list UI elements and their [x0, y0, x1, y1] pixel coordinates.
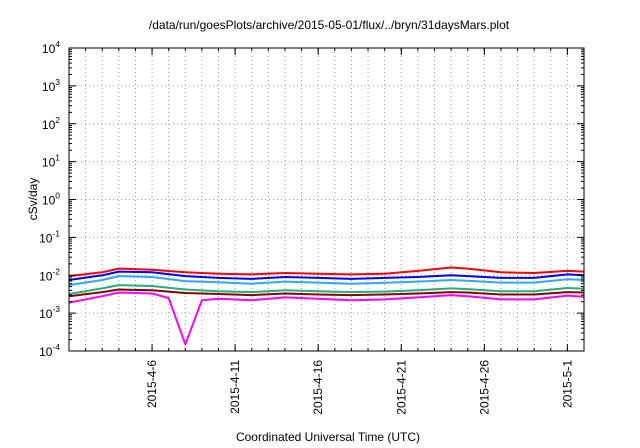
plot-frame — [68, 47, 585, 352]
y-tick-label: 10-1 — [39, 228, 60, 245]
series-group — [68, 266, 585, 346]
y-tick-label: 10-3 — [39, 304, 60, 321]
x-tick-label: 2015-4-6 — [145, 360, 159, 408]
series-line-4 — [68, 284, 585, 295]
x-tick-label: 2015-4-16 — [311, 360, 325, 415]
x-tick-label: 2015-4-26 — [477, 360, 491, 415]
y-axis: 10-4 10-3 10-2 10-1 100 101 102 103 104 — [39, 39, 584, 359]
grid — [69, 48, 584, 351]
chart-title: /data/run/goesPlots/archive/2015-05-01/f… — [149, 18, 510, 32]
series-line-5 — [68, 288, 585, 298]
y-tick-label: 103 — [42, 77, 60, 94]
x-tick-label: 2015-5-1 — [560, 360, 574, 408]
series-line-3 — [68, 275, 585, 287]
y-tick-label: 102 — [42, 115, 60, 132]
x-axis: 2015-4-6 2015-4-11 2015-4-16 2015-4-21 2015-… — [85, 48, 574, 415]
series-line-2 — [68, 270, 585, 281]
y-tick-label: 104 — [42, 39, 60, 56]
y-tick-label: 10-2 — [39, 266, 60, 283]
y-tick-label: 10-4 — [39, 342, 60, 359]
series-line-1 — [68, 266, 585, 278]
x-tick-label: 2015-4-21 — [394, 360, 408, 415]
x-tick-label: 2015-4-11 — [228, 360, 242, 414]
y-tick-label: 100 — [42, 191, 60, 208]
y-axis-label: cSv/day — [26, 178, 40, 221]
y-tick-label: 101 — [42, 153, 60, 170]
x-axis-label: Coordinated Universal Time (UTC) — [236, 430, 420, 444]
series-line-6 — [68, 291, 585, 346]
